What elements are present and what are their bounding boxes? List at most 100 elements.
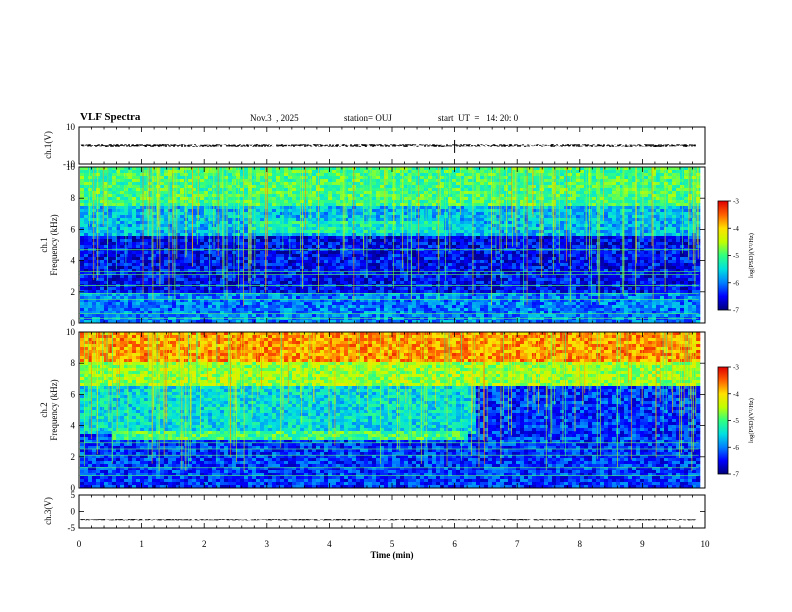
spectrogram-cell (172, 233, 177, 237)
spectrogram-cell (200, 275, 205, 279)
spectrogram-cell (224, 260, 229, 264)
spectrogram-cell (436, 260, 441, 264)
spectrogram-cell (256, 239, 261, 243)
spectrogram-cell (212, 308, 217, 312)
spectrogram-cell (208, 206, 213, 210)
spectrogram-cell (196, 266, 201, 270)
spectrogram-cell (280, 209, 285, 213)
spectrogram-cell (124, 314, 129, 318)
spectrogram-cell (136, 290, 141, 294)
spectrogram-cell (280, 311, 285, 315)
spectrogram-cell (276, 185, 281, 189)
spectrogram-cell (308, 254, 313, 258)
spectrogram-cell (452, 260, 457, 264)
spectrogram-cell (104, 209, 109, 213)
spectrogram-cell (104, 173, 109, 177)
spectrogram-cell (384, 299, 389, 303)
spectrogram-cell (260, 314, 265, 318)
spectrogram-cell (268, 257, 273, 261)
spectrogram-cell (304, 305, 309, 309)
spectrogram-cell (396, 230, 401, 234)
spectrogram-cell (148, 296, 153, 300)
spectrogram-cell (132, 179, 137, 183)
spectrogram-cell (200, 269, 205, 273)
spectrogram-cell (324, 179, 329, 183)
spectrogram-cell (456, 212, 461, 216)
spectrogram-cell (412, 215, 417, 219)
spectrogram-cell (340, 314, 345, 318)
spectrogram-cell (188, 308, 193, 312)
spectrogram-cell (432, 179, 437, 183)
spectrogram-cell (376, 200, 381, 204)
spectrogram-cell (332, 218, 337, 222)
spectrogram-cell (112, 290, 117, 294)
spectrogram-cell (412, 224, 417, 228)
spectrogram-cell (116, 287, 121, 291)
spectrogram-cell (320, 221, 325, 225)
spectrogram-cell (180, 212, 185, 216)
spectrogram-cell (296, 209, 301, 213)
spectrogram-cell (100, 188, 105, 192)
spectrogram-cell (84, 293, 89, 297)
spectrogram-cell (148, 293, 153, 297)
spectrogram-cell (140, 167, 145, 171)
spectrogram-cell (172, 203, 177, 207)
spectrogram-cell (188, 305, 193, 309)
spectrogram-cell (148, 236, 153, 240)
spectrogram-cell (224, 236, 229, 240)
spectrogram-cell (284, 188, 289, 192)
spectrogram-cell (380, 251, 385, 255)
spectrogram-cell (348, 230, 353, 234)
spectrogram-cell (408, 275, 413, 279)
spectrogram-cell (108, 218, 113, 222)
spectrogram-cell (136, 197, 141, 201)
spectrogram-cell (232, 281, 237, 285)
spectrogram-cell (368, 272, 373, 276)
spectrogram-cell (140, 269, 145, 273)
spectrogram-cell (440, 266, 445, 270)
spectrogram-cell (296, 227, 301, 231)
spectrogram-cell (112, 233, 117, 237)
spectrogram-cell (224, 245, 229, 249)
spectrogram-cell (260, 188, 265, 192)
spectrogram-cell (244, 197, 249, 201)
spectrogram-cell (176, 290, 181, 294)
spectrogram-cell (460, 233, 465, 237)
spectrogram-cell (348, 209, 353, 213)
spectrogram-cell (160, 308, 165, 312)
spectrogram-cell (312, 302, 317, 306)
spectrogram-cell (268, 200, 273, 204)
spectrogram-cell (156, 290, 161, 294)
spectrogram-cell (100, 254, 105, 258)
spectrogram-cell (380, 212, 385, 216)
spectrogram-cell (320, 167, 325, 171)
spectrogram-cell (244, 209, 249, 213)
spectrogram-cell (176, 239, 181, 243)
spectrogram-cell (256, 278, 261, 282)
spectrogram-cell (404, 287, 409, 291)
spectrogram-cell (284, 287, 289, 291)
spectrogram-cell (120, 308, 125, 312)
spectrogram-cell (420, 275, 425, 279)
spectrogram-cell (192, 236, 197, 240)
spectrogram-cell (220, 290, 225, 294)
spectrogram-cell (364, 251, 369, 255)
spectrogram-cell (348, 257, 353, 261)
spectrogram-cell (456, 281, 461, 285)
spectrogram-cell (328, 203, 333, 207)
spectrogram-cell (452, 305, 457, 309)
spectrogram-cell (236, 314, 241, 318)
spectrogram-cell (280, 167, 285, 171)
spectrogram-cell (376, 170, 381, 174)
spectrogram-cell (228, 299, 233, 303)
spectrogram-cell (328, 311, 333, 315)
spectrogram-cell (208, 242, 213, 246)
spectrogram-cell (404, 314, 409, 318)
spectrogram-cell (276, 257, 281, 261)
spectrogram-cell (416, 224, 421, 228)
spectrogram-cell (376, 302, 381, 306)
spectrogram-cell (352, 314, 357, 318)
spectrogram-cell (168, 167, 173, 171)
spectrogram-cell (320, 215, 325, 219)
spectrogram-cell (252, 218, 257, 222)
